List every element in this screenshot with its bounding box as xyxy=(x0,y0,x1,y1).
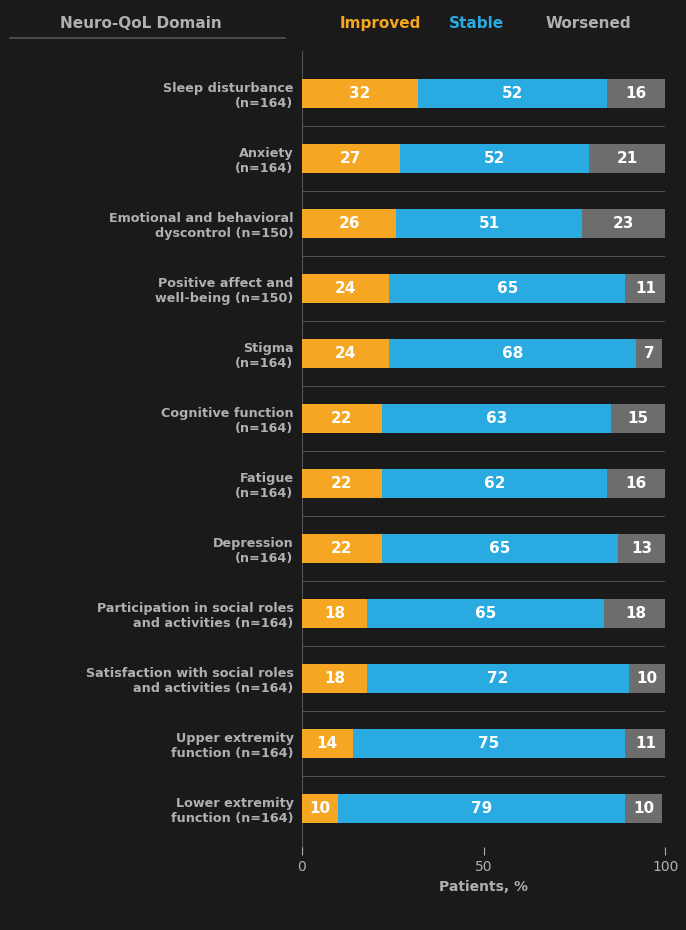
Text: Neuro-QoL Domain: Neuro-QoL Domain xyxy=(60,16,222,31)
Bar xyxy=(582,209,665,238)
Text: 11: 11 xyxy=(635,737,656,751)
Text: 32: 32 xyxy=(349,86,370,101)
Bar xyxy=(302,794,338,823)
Text: 26: 26 xyxy=(338,216,360,231)
Bar xyxy=(626,273,665,303)
Bar xyxy=(618,534,665,564)
Text: 52: 52 xyxy=(484,151,505,166)
Bar xyxy=(629,664,665,693)
Text: 65: 65 xyxy=(489,541,510,556)
Bar xyxy=(382,469,607,498)
Text: 24: 24 xyxy=(335,346,356,361)
Text: 18: 18 xyxy=(324,671,345,686)
Text: 52: 52 xyxy=(502,86,523,101)
Bar xyxy=(338,794,626,823)
Bar xyxy=(400,144,589,173)
Bar xyxy=(382,534,618,564)
Text: 18: 18 xyxy=(324,606,345,621)
Bar xyxy=(626,794,662,823)
Bar xyxy=(302,79,418,108)
Text: Stable: Stable xyxy=(449,16,504,31)
Text: 22: 22 xyxy=(331,411,353,426)
Bar xyxy=(418,79,607,108)
Text: 72: 72 xyxy=(488,671,509,686)
Text: 68: 68 xyxy=(502,346,523,361)
Text: 62: 62 xyxy=(484,476,506,491)
Text: 24: 24 xyxy=(335,281,356,296)
Bar xyxy=(302,534,382,564)
Bar xyxy=(607,79,665,108)
Bar xyxy=(607,469,665,498)
Bar xyxy=(589,144,665,173)
Bar xyxy=(626,729,665,758)
Bar xyxy=(389,273,626,303)
Bar xyxy=(353,729,626,758)
Text: 22: 22 xyxy=(331,476,353,491)
Bar xyxy=(382,404,611,433)
Text: 16: 16 xyxy=(626,86,647,101)
X-axis label: Patients, %: Patients, % xyxy=(439,880,528,894)
Text: 22: 22 xyxy=(331,541,353,556)
Text: 18: 18 xyxy=(626,606,647,621)
Bar xyxy=(637,339,662,368)
Text: 14: 14 xyxy=(317,737,338,751)
Text: 79: 79 xyxy=(471,801,493,817)
Bar xyxy=(367,599,604,629)
Bar xyxy=(389,339,637,368)
Bar xyxy=(611,404,665,433)
Text: 10: 10 xyxy=(637,671,658,686)
Text: 75: 75 xyxy=(478,737,499,751)
Text: 15: 15 xyxy=(628,411,649,426)
Bar xyxy=(302,599,367,629)
Text: 51: 51 xyxy=(479,216,499,231)
Bar xyxy=(302,664,367,693)
Text: 23: 23 xyxy=(613,216,635,231)
Text: 16: 16 xyxy=(626,476,647,491)
Text: Worsened: Worsened xyxy=(545,16,631,31)
Text: 10: 10 xyxy=(309,801,331,817)
Text: 65: 65 xyxy=(497,281,518,296)
Text: 27: 27 xyxy=(340,151,362,166)
Bar xyxy=(302,273,389,303)
Bar xyxy=(302,144,400,173)
Text: 13: 13 xyxy=(631,541,652,556)
Text: 63: 63 xyxy=(486,411,507,426)
Text: 7: 7 xyxy=(643,346,654,361)
Bar xyxy=(604,599,669,629)
Text: Improved: Improved xyxy=(340,16,421,31)
Text: 21: 21 xyxy=(617,151,638,166)
Text: 65: 65 xyxy=(475,606,496,621)
Bar xyxy=(302,339,389,368)
Bar xyxy=(367,664,629,693)
Bar xyxy=(302,404,382,433)
Text: 11: 11 xyxy=(635,281,656,296)
Bar xyxy=(302,729,353,758)
Text: 10: 10 xyxy=(633,801,654,817)
Bar xyxy=(397,209,582,238)
Bar xyxy=(302,209,397,238)
Bar xyxy=(302,469,382,498)
